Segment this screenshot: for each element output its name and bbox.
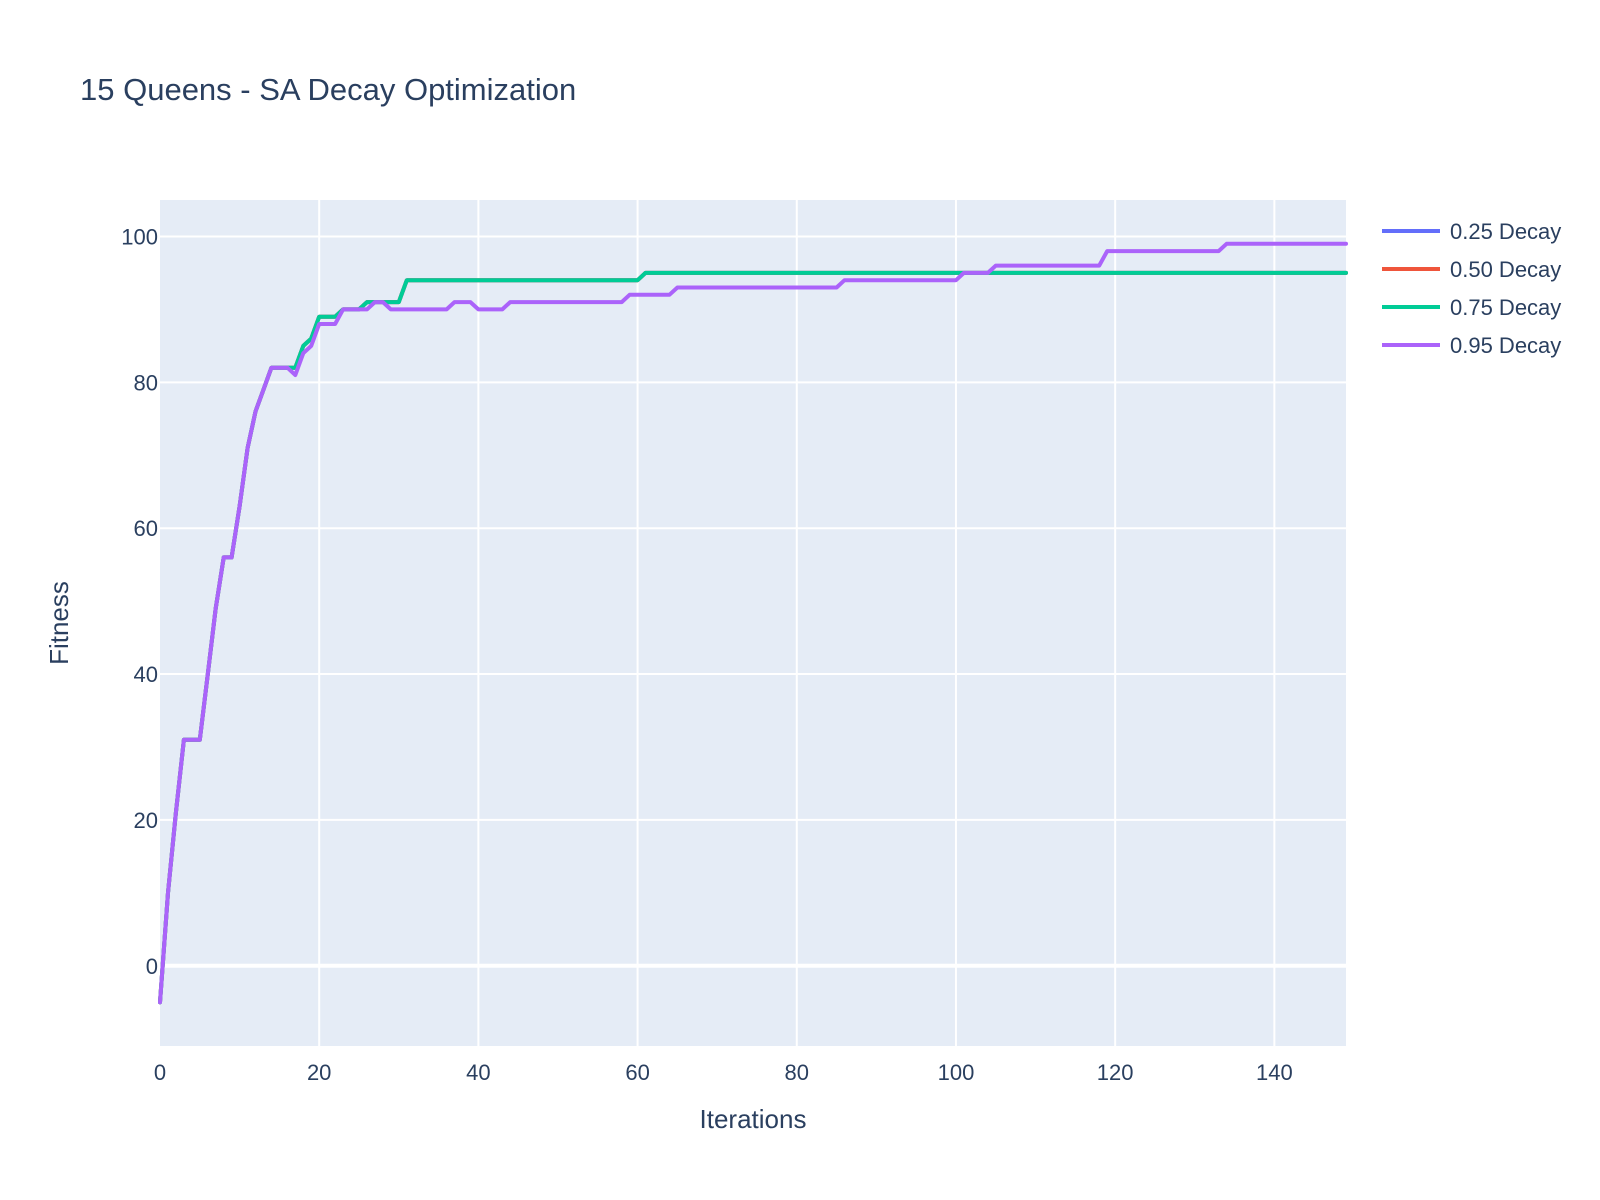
y-tick-label: 100 [121,224,158,249]
legend-entry: 0.25 Decay [1450,219,1561,244]
series-layer [158,241,1348,1005]
y-axis-title: Fitness [44,581,74,665]
x-tick-label: 40 [466,1060,490,1085]
x-tick-label: 140 [1256,1060,1293,1085]
chart-title: 15 Queens - SA Decay Optimization [80,72,576,107]
y-tick-label: 0 [146,954,158,979]
y-tick-label: 20 [134,808,158,833]
x-tick-label: 100 [938,1060,975,1085]
x-axis-title: Iterations [700,1104,807,1134]
legend-entry: 0.50 Decay [1450,257,1561,282]
x-tick-label: 120 [1097,1060,1134,1085]
legend-entry: 0.95 Decay [1450,333,1561,358]
plot-area [160,200,1346,1046]
y-tick-label: 40 [134,662,158,687]
gridlines [160,200,1346,1046]
x-tick-label: 20 [307,1060,331,1085]
legend: 0.25 Decay 0.50 Decay 0.75 Decay 0.95 Decay [1382,219,1561,358]
legend-entry: 0.75 Decay [1450,295,1561,320]
series-line-4 [158,241,1348,1005]
y-tick-label: 60 [134,516,158,541]
x-tick-label: 60 [625,1060,649,1085]
x-tick-label: 0 [154,1060,166,1085]
tick-labels: 0 20 40 60 80 100 120 140 0 20 40 60 80 100 [121,224,1292,1085]
y-tick-label: 80 [134,370,158,395]
x-tick-label: 80 [785,1060,809,1085]
